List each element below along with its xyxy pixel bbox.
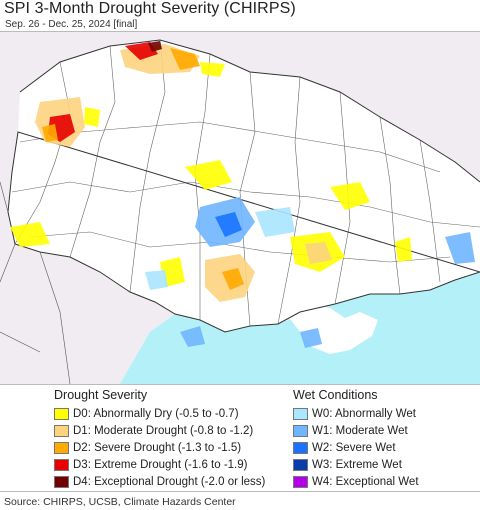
legend-item-d4: D4: Exceptional Drought (-2.0 or less) <box>54 475 265 489</box>
legend-item-d0: D0: Abnormally Dry (-0.5 to -0.7) <box>54 407 239 421</box>
drought-legend-heading: Drought Severity <box>54 388 148 402</box>
severity-patch-d0 <box>200 62 225 77</box>
page-title: SPI 3-Month Drought Severity (CHIRPS) <box>4 0 296 17</box>
legend-item-d1: D1: Moderate Drought (-0.8 to -1.2) <box>54 424 253 438</box>
severity-patch-w0 <box>145 270 168 290</box>
severity-patch-d4 <box>148 41 162 52</box>
legend-swatch <box>54 425 69 437</box>
legend-swatch <box>54 459 69 471</box>
severity-patch-w2 <box>215 212 242 237</box>
severity-patch-d2 <box>222 268 244 290</box>
severity-patch-d0 <box>330 182 370 210</box>
legend-swatch <box>54 408 69 420</box>
legend-label: W2: Severe Wet <box>312 442 396 454</box>
legend-swatch <box>293 476 308 488</box>
legend-item-d2: D2: Severe Drought (-1.3 to -1.5) <box>54 441 241 455</box>
footer-divider <box>0 491 480 492</box>
legend-swatch <box>293 442 308 454</box>
land-area <box>8 40 480 332</box>
legend-label: D0: Abnormally Dry (-0.5 to -0.7) <box>73 408 239 420</box>
legend-item-w3: W3: Extreme Wet <box>293 458 402 472</box>
legend-item-w2: W2: Severe Wet <box>293 441 396 455</box>
legend-swatch <box>54 476 69 488</box>
legend-swatch <box>293 425 308 437</box>
legend-label: W4: Exceptional Wet <box>312 476 419 488</box>
severity-patch-w0 <box>255 207 295 237</box>
legend-swatch <box>54 442 69 454</box>
severity-patch-d2 <box>170 48 200 70</box>
legend-swatch <box>293 459 308 471</box>
severity-patch-d0 <box>185 160 232 190</box>
legend-item-w0: W0: Abnormally Wet <box>293 407 416 421</box>
legend-label: D4: Exceptional Drought (-2.0 or less) <box>73 476 266 488</box>
legend-label: D2: Severe Drought (-1.3 to -1.5) <box>73 442 242 454</box>
legend-swatch <box>293 408 308 420</box>
severity-patch-d2 <box>42 124 58 142</box>
legend-label: W0: Abnormally Wet <box>312 408 416 420</box>
legend-label: D3: Extreme Drought (-1.6 to -1.9) <box>73 459 248 471</box>
neighbor-border <box>0 181 71 384</box>
severity-patch-d0 <box>395 237 412 262</box>
severity-patch-w1 <box>300 328 322 348</box>
legend-item-w1: W1: Moderate Wet <box>293 424 408 438</box>
severity-patch-w1 <box>445 232 475 264</box>
drought-patches <box>10 41 475 348</box>
severity-patch-d1 <box>305 242 332 264</box>
severity-patch-d0 <box>10 222 50 247</box>
source-credit: Source: CHIRPS, UCSB, Climate Hazards Ce… <box>4 496 236 508</box>
severity-patch-d0 <box>84 107 100 127</box>
legend-label: W3: Extreme Wet <box>312 459 402 471</box>
legend-label: W1: Moderate Wet <box>312 425 408 437</box>
date-range-subtitle: Sep. 26 - Dec. 25, 2024 [final] <box>5 19 138 30</box>
legend-item-d3: D3: Extreme Drought (-1.6 to -1.9) <box>54 458 247 472</box>
wet-legend-heading: Wet Conditions <box>293 388 378 402</box>
legend-item-w4: W4: Exceptional Wet <box>293 475 419 489</box>
drought-map <box>0 31 480 385</box>
severity-patch-w1 <box>180 326 205 347</box>
legend-label: D1: Moderate Drought (-0.8 to -1.2) <box>73 425 254 437</box>
